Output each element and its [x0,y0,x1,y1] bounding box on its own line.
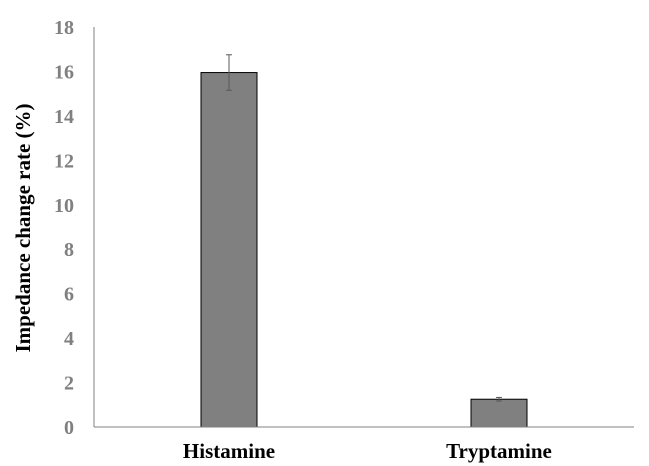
bar-tryptamine [470,398,528,428]
x-tick-label-tryptamine: Tryptamine [446,439,552,463]
error-bars [226,54,502,402]
y-axis-ticks: 0 2 4 6 8 10 12 14 16 18 [54,17,74,439]
y-tick-label-0: 0 [64,417,74,439]
error-bar-histamine [226,54,232,91]
x-tick-label-histamine: Histamine [183,439,275,463]
y-tick-label-2: 2 [64,373,74,395]
x-axis-labels: Histamine Tryptamine [183,439,552,463]
y-tick-label-14: 14 [54,106,74,128]
y-axis-title: Impedance change rate (%) [11,103,35,352]
y-tick-label-6: 6 [64,284,74,306]
y-tick-label-4: 4 [64,328,74,350]
bars [200,72,528,428]
y-tick-label-8: 8 [64,239,74,261]
y-tick-label-16: 16 [54,61,74,83]
bar-histamine [200,72,258,428]
y-tick-label-12: 12 [54,150,74,172]
y-tick-label-10: 10 [54,195,74,217]
y-tick-label-18: 18 [54,17,74,39]
error-bar-tryptamine [496,396,502,402]
